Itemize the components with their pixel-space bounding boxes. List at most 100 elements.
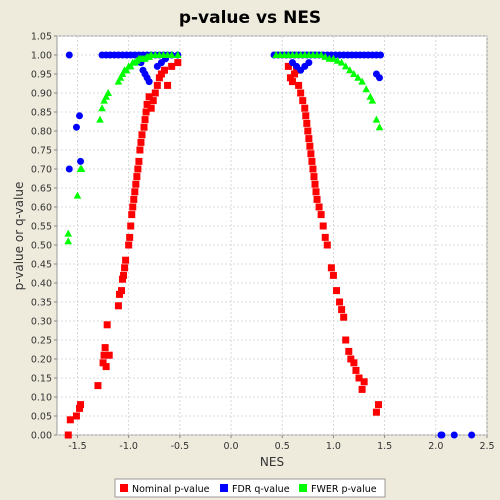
x-tick-label: 2.0 bbox=[428, 441, 443, 452]
nominal-point bbox=[360, 378, 368, 386]
nominal-point bbox=[307, 150, 315, 158]
nominal-point bbox=[153, 81, 161, 89]
nominal-point bbox=[103, 321, 111, 329]
nominal-point bbox=[164, 81, 172, 89]
y-tick-label: 0.15 bbox=[31, 374, 52, 385]
data-points bbox=[64, 51, 476, 439]
x-tick-label: 0.5 bbox=[275, 441, 290, 452]
nominal-point bbox=[336, 298, 344, 306]
fdr-point bbox=[438, 431, 446, 439]
nominal-point bbox=[319, 222, 327, 230]
nominal-point bbox=[143, 100, 151, 108]
fdr-point bbox=[376, 74, 383, 82]
nominal-point bbox=[297, 89, 305, 97]
nominal-point bbox=[345, 347, 353, 355]
nominal-point bbox=[155, 74, 163, 82]
fwer-point bbox=[321, 52, 330, 60]
nominal-point bbox=[299, 97, 307, 105]
y-tick-label: 0.00 bbox=[31, 431, 52, 442]
nominal-point bbox=[342, 336, 350, 344]
fwer-point bbox=[104, 89, 112, 96]
fdr-point bbox=[77, 157, 85, 165]
nominal-point bbox=[306, 142, 314, 150]
nominal-point bbox=[145, 93, 153, 101]
fwer-point bbox=[341, 62, 350, 70]
y-tick-label: 0.55 bbox=[31, 222, 52, 233]
fwer-point bbox=[362, 85, 370, 93]
y-tick-label: 0.60 bbox=[31, 203, 52, 214]
fwer-point bbox=[358, 77, 366, 85]
y-tick-label: 0.80 bbox=[31, 127, 52, 138]
nominal-point bbox=[137, 138, 145, 146]
x-tick-label: 0.0 bbox=[223, 441, 238, 452]
nominal-point bbox=[64, 431, 72, 439]
nominal-point bbox=[286, 74, 294, 82]
nominal-point bbox=[138, 131, 146, 139]
fwer-point bbox=[375, 123, 384, 131]
nominal-point bbox=[118, 287, 125, 295]
nominal-point bbox=[350, 359, 358, 367]
nominal-point bbox=[323, 241, 331, 249]
nominal-point bbox=[134, 165, 142, 173]
nominal-point bbox=[333, 287, 340, 295]
nominal-point bbox=[168, 62, 176, 70]
fdr-point bbox=[65, 51, 73, 59]
nominal-point bbox=[352, 366, 360, 374]
fdr-point bbox=[450, 431, 458, 439]
nominal-point bbox=[76, 404, 84, 412]
nominal-point bbox=[291, 70, 299, 78]
fwer-point bbox=[346, 66, 354, 74]
nominal-point bbox=[303, 119, 311, 127]
y-tick-label: 0.50 bbox=[31, 241, 52, 252]
y-tick-label: 0.10 bbox=[31, 393, 52, 404]
nominal-point bbox=[121, 264, 129, 272]
nominal-point bbox=[284, 62, 292, 70]
nominal-point bbox=[355, 374, 363, 382]
nominal-point bbox=[128, 211, 136, 219]
nominal-point bbox=[127, 222, 135, 230]
nominal-point bbox=[126, 233, 134, 241]
nominal-point bbox=[311, 180, 319, 188]
x-tick-label: -0.5 bbox=[171, 441, 190, 452]
nominal-point bbox=[308, 157, 316, 165]
nominal-point bbox=[77, 401, 85, 409]
legend-label-nominal: Nominal p-value bbox=[132, 484, 210, 495]
nominal-point bbox=[327, 264, 335, 272]
y-tick-label: 0.30 bbox=[31, 317, 52, 328]
fwer-point bbox=[350, 70, 358, 77]
x-tick-label: -1.0 bbox=[119, 441, 138, 452]
fwer-point bbox=[368, 96, 377, 104]
fwer-point bbox=[126, 62, 135, 70]
fwer-point bbox=[102, 92, 110, 100]
nominal-point bbox=[305, 135, 313, 143]
y-tick-label: 0.40 bbox=[31, 279, 52, 290]
nominal-point bbox=[99, 359, 107, 367]
fdr-point bbox=[145, 78, 153, 86]
fwer-point bbox=[100, 96, 108, 104]
nominal-point bbox=[309, 165, 317, 173]
nominal-point bbox=[301, 104, 309, 112]
y-tick-label: 0.65 bbox=[31, 184, 52, 195]
plot-area bbox=[56, 35, 488, 436]
fwer-point bbox=[116, 73, 125, 81]
fwer-point bbox=[64, 229, 73, 237]
nominal-point bbox=[149, 97, 157, 105]
nominal-point bbox=[315, 203, 323, 211]
grid-lines bbox=[57, 35, 488, 436]
legend-item-fwer: FWER p-value bbox=[299, 484, 377, 495]
nominal-point bbox=[100, 351, 108, 359]
nominal-point bbox=[119, 275, 127, 283]
fwer-point bbox=[122, 66, 131, 74]
nominal-point bbox=[131, 188, 139, 196]
fwer-point bbox=[73, 191, 82, 199]
fwer-point bbox=[337, 58, 346, 66]
x-tick-label: 1.0 bbox=[326, 441, 341, 452]
nominal-point bbox=[132, 180, 140, 188]
x-axis-ticks: -1.5 -1.0 -0.5 0.0 0.5 1.0 1.5 2.0 2.5 bbox=[68, 435, 495, 452]
legend-swatch-nominal bbox=[120, 484, 128, 492]
legend-label-fdr: FDR q-value bbox=[232, 484, 290, 495]
y-tick-label: 0.70 bbox=[31, 165, 52, 176]
x-tick-label: 1.5 bbox=[377, 441, 392, 452]
